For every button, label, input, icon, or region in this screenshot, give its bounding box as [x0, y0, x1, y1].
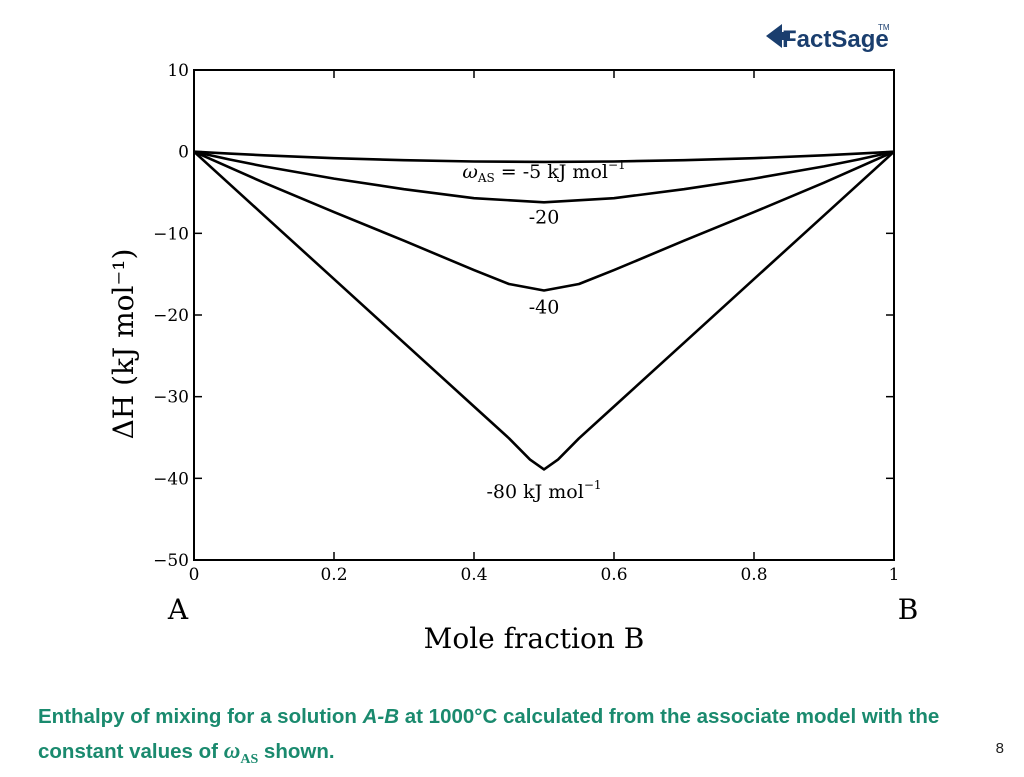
y-tick-label: −40	[153, 469, 189, 489]
series-line-omega-40	[193, 150, 895, 292]
logo-text: FactSage	[782, 26, 889, 53]
caption-text-1: Enthalpy of mixing for a solution	[38, 705, 363, 728]
end-label-a: A	[167, 593, 189, 626]
caption-dash: -	[377, 705, 385, 728]
curve-annotation: -20	[529, 207, 560, 229]
x-tick-label: 0.4	[460, 565, 487, 585]
logo-tm: TM	[878, 23, 890, 32]
y-tick-label: −50	[153, 551, 189, 571]
caption-species-a: A	[362, 705, 378, 728]
axis-tick-labels: 0 0.2 0.4 0.6 0.8 1 10 0 −10 −20 −30 −40 −50	[153, 61, 899, 585]
curve-annotation: -80 kJ mol−1	[486, 478, 601, 503]
curve-annotations: ωAS = -5 kJ mol−1 -20 -40 -80 kJ mol−1	[462, 158, 625, 503]
y-tick-label: −20	[153, 306, 189, 326]
caption-omega-symbol: ω	[223, 738, 241, 763]
end-label-b: B	[898, 593, 919, 626]
x-tick-label: 0.6	[600, 565, 627, 585]
curve-annotation: ωAS = -5 kJ mol−1	[462, 158, 625, 185]
y-tick-label: −30	[153, 388, 189, 408]
x-tick-label: 0.2	[320, 565, 347, 585]
figure-caption: Enthalpy of mixing for a solution A-B at…	[38, 700, 998, 777]
y-tick-label: 10	[167, 61, 189, 81]
caption-omega-subscript: AS	[240, 752, 259, 768]
x-tick-label: 1	[889, 565, 900, 585]
y-tick-label: 0	[178, 143, 189, 163]
y-tick-label: −10	[153, 224, 189, 244]
curve-annotation: -40	[529, 296, 560, 318]
page-number: 8	[995, 740, 1004, 757]
axis-ticks	[193, 69, 895, 561]
series-lines	[193, 150, 895, 471]
enthalpy-chart: 0 0.2 0.4 0.6 0.8 1 10 0 −10 −20 −30 −40 −50 ωAS = -…	[107, 61, 919, 655]
caption-species-b: B	[384, 705, 400, 728]
y-axis-label: ΔH (kJ mol⁻¹)	[107, 249, 140, 440]
factsage-logo: FactSage TM	[766, 23, 890, 53]
x-axis-label: Mole fraction B	[424, 622, 645, 655]
x-tick-label: 0.8	[740, 565, 767, 585]
series-line-omega-5	[193, 150, 895, 164]
caption-text-3: shown.	[258, 740, 335, 763]
series-line-omega-80	[193, 150, 895, 471]
caption-text-2: at 1000°C calculated from the associate …	[38, 705, 940, 763]
series-line-omega-20	[193, 150, 895, 204]
x-tick-label: 0	[189, 565, 200, 585]
factsage-emblem-icon	[766, 24, 790, 48]
